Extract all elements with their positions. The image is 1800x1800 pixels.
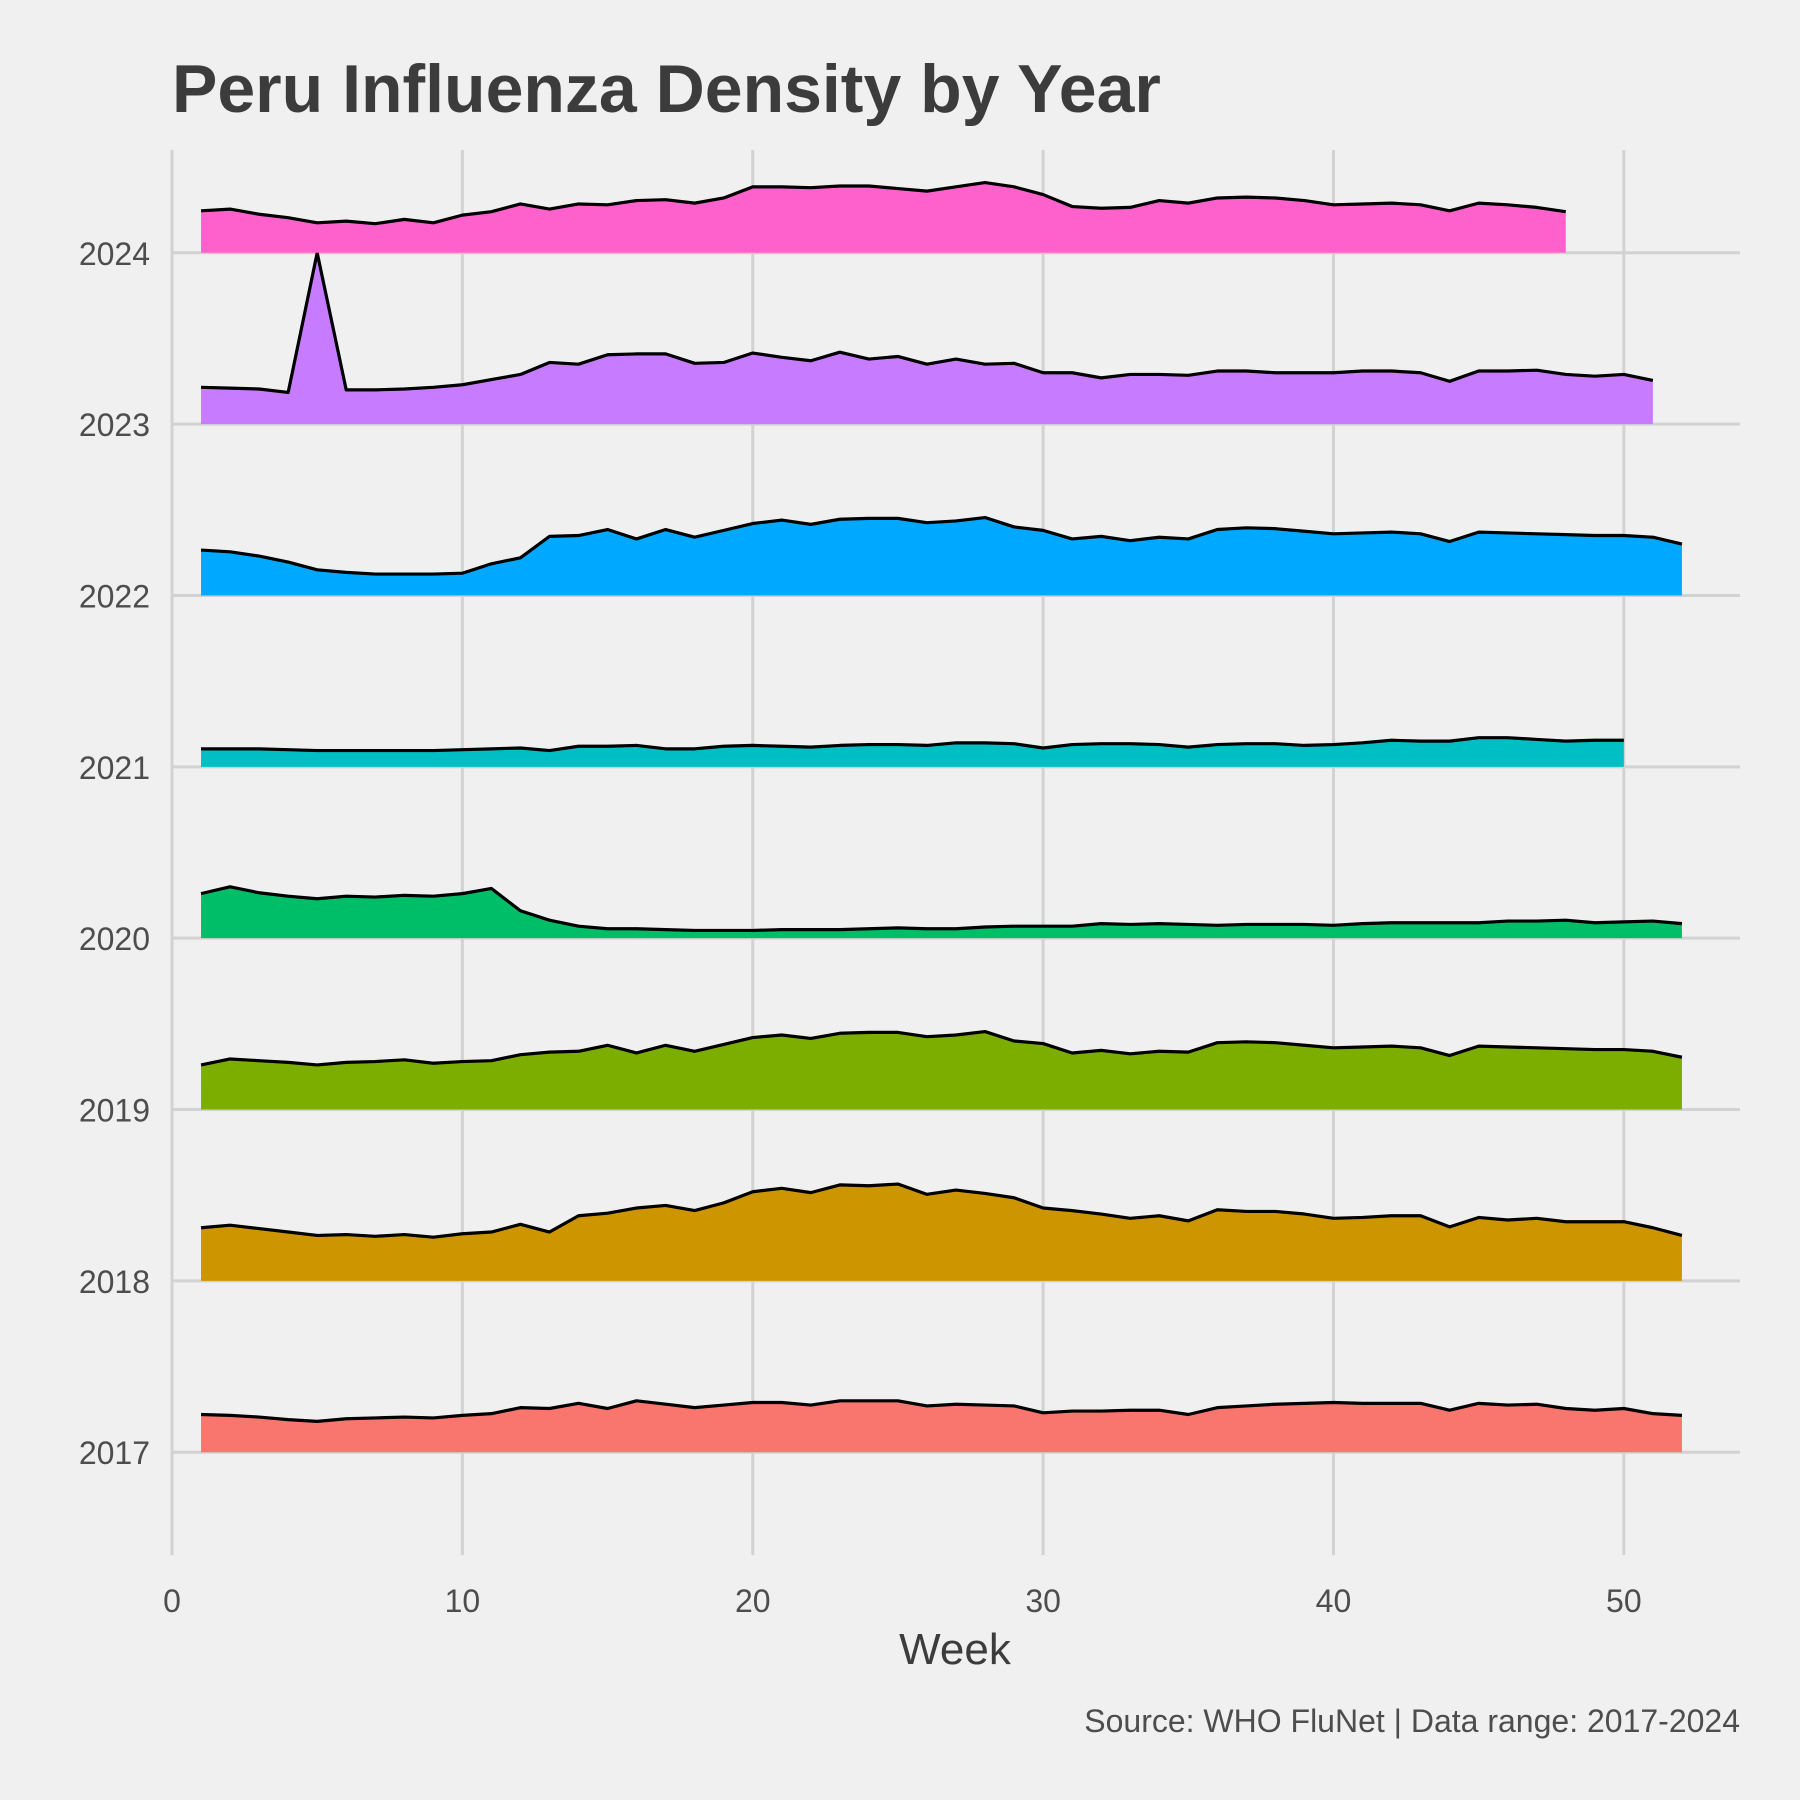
ridge-area — [201, 252, 1653, 425]
ridge-2020 — [200, 885, 1683, 939]
ridge-2018 — [200, 1182, 1683, 1281]
y-tick-label: 2019 — [79, 1093, 150, 1129]
ridge-line — [200, 515, 1683, 576]
tick-layer: 0 10 20 30 40 50 2017 2018 2019 2020 2021 2022 2023 2… — [79, 236, 1642, 1619]
y-tick-label: 2017 — [79, 1435, 150, 1471]
ridge-2021 — [201, 736, 1624, 767]
ridge-area — [201, 1031, 1682, 1110]
ridge-area — [201, 517, 1682, 596]
ridge-line — [200, 1029, 1683, 1067]
ridge-line — [200, 180, 1567, 226]
y-tick-label: 2020 — [79, 921, 150, 957]
source-caption: Source: WHO FluNet | Data range: 2017-20… — [1084, 1703, 1740, 1739]
chart-title: Peru Influenza Density by Year — [172, 51, 1161, 127]
ridge-line — [200, 1399, 1683, 1423]
ridge-2019 — [200, 1029, 1683, 1110]
ridge-area — [201, 1400, 1682, 1453]
ridge-2022 — [200, 515, 1683, 596]
ridge-area — [201, 1184, 1682, 1281]
ridge-line — [200, 1182, 1683, 1239]
x-tick-label: 0 — [163, 1583, 181, 1619]
ridge-2023 — [200, 251, 1654, 425]
ridge-line — [200, 251, 1654, 395]
ridge-2017 — [200, 1399, 1683, 1453]
series-layer — [200, 180, 1683, 1453]
y-tick-label: 2024 — [79, 236, 150, 272]
ridge-2024 — [200, 180, 1567, 253]
x-tick-label: 10 — [445, 1583, 481, 1619]
ridge-line — [200, 885, 1683, 933]
ridge-line — [201, 736, 1624, 753]
y-tick-label: 2018 — [79, 1264, 150, 1300]
x-tick-label: 40 — [1316, 1583, 1352, 1619]
x-tick-label: 50 — [1606, 1583, 1642, 1619]
ridge-area — [201, 182, 1566, 253]
x-axis-label: Week — [899, 1625, 1012, 1674]
y-tick-label: 2022 — [79, 578, 150, 614]
x-tick-label: 30 — [1025, 1583, 1061, 1619]
y-tick-label: 2021 — [79, 750, 150, 786]
y-tick-label: 2023 — [79, 407, 150, 443]
x-tick-label: 20 — [735, 1583, 771, 1619]
